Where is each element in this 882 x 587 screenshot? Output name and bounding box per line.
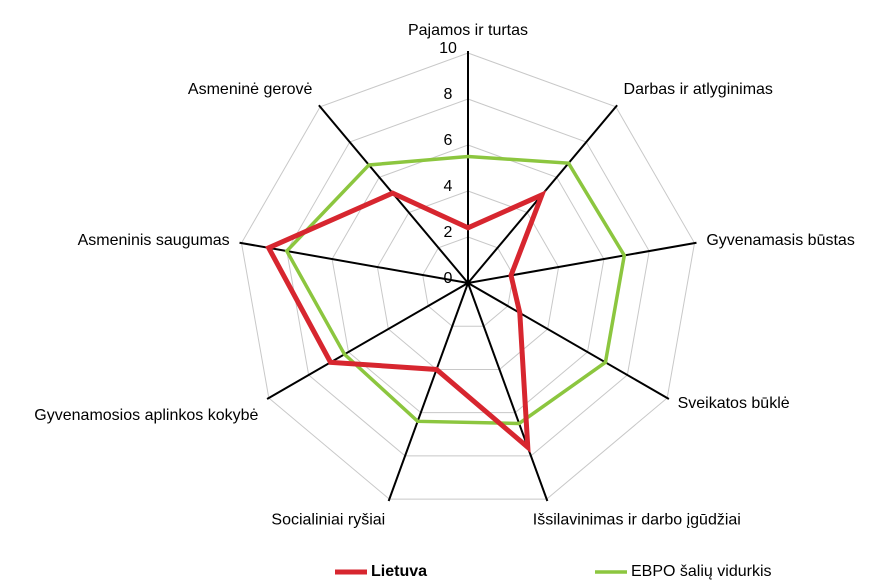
tick-label: 10 bbox=[439, 40, 457, 57]
tick-label: 8 bbox=[444, 86, 453, 103]
tick-label: 0 bbox=[444, 270, 453, 287]
axis-spoke bbox=[467, 241, 697, 284]
series-line bbox=[284, 154, 627, 426]
category-label: Socialiniai ryšiai bbox=[271, 512, 385, 529]
grid-ring bbox=[422, 236, 514, 327]
series-line bbox=[265, 190, 547, 453]
category-label: Gyvenamasis būstas bbox=[706, 232, 855, 249]
category-label: Gyvenamosios aplinkos kokybė bbox=[34, 407, 258, 424]
legend-label: Lietuva bbox=[371, 563, 427, 580]
tick-label: 6 bbox=[444, 132, 453, 149]
grid-ring bbox=[240, 52, 696, 500]
category-label: Asmeninis saugumas bbox=[78, 232, 230, 249]
axis-spoke bbox=[266, 282, 469, 400]
category-label: Darbas ir atlyginimas bbox=[624, 81, 773, 98]
axis-spoke bbox=[387, 282, 469, 502]
category-label: Pajamos ir turtas bbox=[408, 22, 528, 39]
axis-spoke bbox=[467, 282, 670, 400]
axis-spoke bbox=[467, 282, 549, 502]
grid-ring bbox=[286, 98, 650, 457]
category-label: Asmeninė gerovė bbox=[188, 81, 313, 98]
tick-label: 4 bbox=[444, 178, 453, 195]
grid-ring bbox=[376, 190, 560, 370]
legend-label: EBPO šalių vidurkis bbox=[631, 563, 772, 580]
tick-label: 2 bbox=[444, 224, 453, 241]
grid-ring bbox=[331, 144, 605, 414]
category-label: Sveikatos būklė bbox=[678, 395, 790, 412]
axis-spoke bbox=[239, 241, 469, 284]
category-label: Išsilavinimas ir darbo įgūdžiai bbox=[533, 512, 741, 529]
